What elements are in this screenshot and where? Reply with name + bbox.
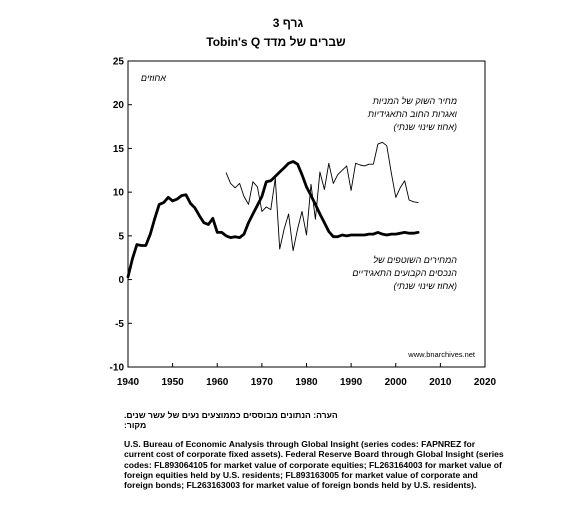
x-tick-label: 1970 xyxy=(251,377,274,388)
x-tick-label: 1940 xyxy=(117,377,140,388)
note-line: הערה: הנתונים מבוססים כממוצעים נעים של ע… xyxy=(124,410,338,420)
unit-label: אחוזים xyxy=(141,73,166,83)
y-tick-label: 0 xyxy=(118,275,124,286)
y-tick-label: 10 xyxy=(113,188,125,199)
y-tick-label: 15 xyxy=(113,144,125,155)
x-tick-label: 1950 xyxy=(162,377,185,388)
series-label-line: הנכסים הקבועים התאגידיים xyxy=(352,268,457,278)
plot-frame xyxy=(127,60,486,368)
x-tick-label: 1960 xyxy=(206,377,229,388)
series-fixed-assets xyxy=(126,160,420,279)
y-tick-label: 5 xyxy=(118,231,124,242)
source-heading: מקור: xyxy=(124,420,147,431)
source-body: U.S. Bureau of Economic Analysis through… xyxy=(124,438,504,491)
y-tick-label: -5 xyxy=(115,319,124,330)
series-label-line: ואגרות החוב התאגידיות xyxy=(367,109,458,119)
notes-block: הערה: הנתונים מבוססים כממוצעים נעים של ע… xyxy=(124,410,504,491)
series-line-fixed_assets_growth xyxy=(126,160,420,279)
x-tick-label: 1980 xyxy=(295,377,318,388)
chart-title: גרף 3 xyxy=(273,16,304,30)
x-tick-label: 1990 xyxy=(340,377,363,388)
y-tick-label: -10 xyxy=(110,363,125,374)
series-label-line: (אחוז שינוי שנתי) xyxy=(393,122,457,132)
x-tick-label: 2000 xyxy=(385,377,408,388)
y-tick-label: 25 xyxy=(113,57,125,68)
x-axis: 1940 1950 1960 1970 1980 1990 2000 2010 2020 xyxy=(117,363,497,388)
series-label-market-value: מחיר השוק של המניות ואגרות החוב התאגידיות… xyxy=(367,96,458,132)
chart-canvas: גרף 3 Tobin's Q שברים של מדד -10 -5 0 5 10 15… xyxy=(110,16,497,388)
x-tick-label: 2020 xyxy=(474,377,497,388)
series-market-value xyxy=(225,141,419,252)
series-label-line: המחירים השוטפים של xyxy=(373,255,457,265)
series-label-line: מחיר השוק של המניות xyxy=(372,96,457,106)
series-label-fixed-assets: המחירים השוטפים של הנכסים הקבועים התאגידי… xyxy=(352,255,457,291)
x-tick-label: 2010 xyxy=(429,377,452,388)
series-label-line: (אחוז שינוי שנתי) xyxy=(393,281,457,291)
watermark: www.bnarchives.net xyxy=(407,350,476,359)
chart-subtitle: Tobin's Q שברים של מדד xyxy=(206,35,346,49)
y-axis: -10 -5 0 5 10 15 20 25 xyxy=(110,57,132,374)
y-tick-label: 20 xyxy=(113,100,125,111)
series-line-market_value_growth xyxy=(225,141,419,252)
